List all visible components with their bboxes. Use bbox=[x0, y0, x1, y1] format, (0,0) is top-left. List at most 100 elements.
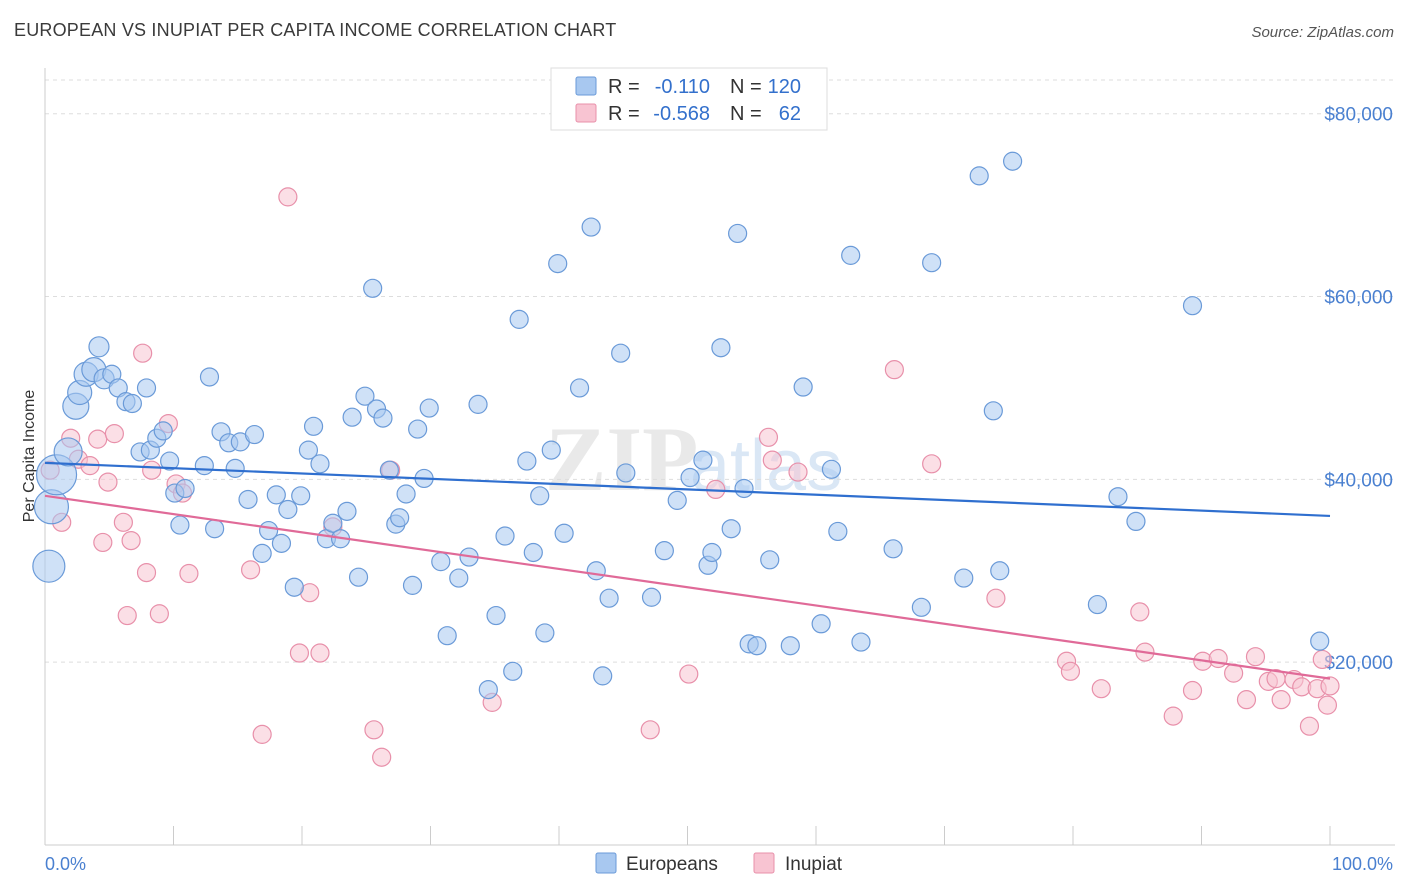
european-point-52 bbox=[379, 460, 399, 480]
series-legend: Europeans Inupiat bbox=[595, 852, 843, 875]
european-point-35 bbox=[271, 533, 292, 553]
european-point-56 bbox=[402, 575, 423, 595]
european-point-57 bbox=[408, 419, 428, 439]
european-point-107 bbox=[922, 253, 942, 273]
european-point-34 bbox=[266, 485, 286, 505]
x-tick-label-1: 100.0% bbox=[1332, 854, 1393, 874]
european-point-25 bbox=[205, 519, 225, 539]
european-point-86 bbox=[667, 490, 687, 510]
european-point-91 bbox=[711, 338, 731, 358]
y-tick-label-3: $80,000 bbox=[1324, 105, 1393, 126]
legend-r-label-2: R = bbox=[608, 103, 640, 125]
x-tick-labels: 0.0% 100.0% bbox=[45, 854, 1393, 874]
european-point-24 bbox=[199, 367, 220, 387]
y-tick-labels: $20,000 $40,000 $60,000 $80,000 bbox=[1324, 105, 1393, 674]
inupiat-point-37 bbox=[884, 360, 904, 380]
european-point-112 bbox=[1003, 151, 1023, 171]
european-point-83 bbox=[616, 463, 636, 483]
european-point-46 bbox=[342, 407, 362, 427]
inupiat-point-14 bbox=[142, 460, 162, 480]
bottom-legend-swatch-inupiat bbox=[753, 852, 775, 874]
bottom-legend-europeans: Europeans bbox=[626, 854, 718, 875]
european-point-92 bbox=[721, 519, 741, 539]
european-point-19 bbox=[160, 451, 180, 471]
inupiat-point-51 bbox=[1245, 647, 1266, 667]
european-point-54 bbox=[390, 508, 410, 528]
legend-swatch-europeans bbox=[575, 76, 597, 96]
x-tick-label-0: 0.0% bbox=[45, 854, 86, 874]
legend-swatch-inupiat bbox=[575, 103, 597, 123]
european-point-88 bbox=[693, 450, 713, 470]
european-point-76 bbox=[554, 523, 574, 543]
european-point-116 bbox=[1182, 296, 1203, 316]
legend-r-value-2: -0.568 bbox=[653, 103, 710, 125]
european-point-101 bbox=[821, 459, 842, 479]
chart-source: Source: ZipAtlas.com bbox=[1251, 24, 1394, 41]
inupiat-point-36 bbox=[788, 462, 808, 482]
inupiat-point-61 bbox=[1320, 676, 1340, 696]
y-tick-label-1: $40,000 bbox=[1324, 470, 1393, 491]
legend-n-value-1: 120 bbox=[768, 76, 801, 98]
european-point-15 bbox=[136, 378, 157, 398]
european-point-75 bbox=[548, 254, 568, 274]
legend-r-label-1: R = bbox=[608, 76, 640, 98]
legend-r-value-1: -0.110 bbox=[655, 76, 710, 98]
inupiat-point-35 bbox=[762, 450, 782, 470]
european-point-110 bbox=[983, 401, 1003, 421]
european-point-85 bbox=[654, 541, 674, 561]
inupiat-point-43 bbox=[1130, 602, 1150, 622]
inupiat-point-27 bbox=[364, 720, 384, 740]
european-point-87 bbox=[680, 467, 700, 488]
inupiat-point-6 bbox=[93, 532, 113, 553]
european-point-67 bbox=[495, 526, 515, 546]
european-point-66 bbox=[486, 605, 506, 626]
legend-n-value-2: 62 bbox=[779, 103, 801, 125]
inupiat-point-28 bbox=[372, 747, 392, 767]
european-point-61 bbox=[437, 626, 457, 646]
inupiat-point-20 bbox=[241, 560, 261, 580]
european-point-104 bbox=[851, 632, 871, 652]
european-point-90 bbox=[702, 542, 722, 563]
european-point-32 bbox=[252, 543, 272, 563]
european-point-106 bbox=[911, 597, 931, 617]
european-point-3 bbox=[53, 437, 83, 467]
inupiat-point-23 bbox=[289, 643, 310, 663]
european-point-99 bbox=[793, 377, 813, 397]
legend-n-label-1: N = bbox=[730, 76, 762, 98]
y-axis-title: Per Capita Income bbox=[21, 390, 38, 523]
european-point-1 bbox=[33, 489, 70, 525]
european-point-62 bbox=[449, 568, 469, 588]
legend-n-label-2: N = bbox=[730, 103, 762, 125]
inupiat-point-9 bbox=[113, 512, 133, 532]
european-point-60 bbox=[431, 552, 451, 572]
european-point-38 bbox=[291, 486, 311, 506]
inupiat-point-13 bbox=[136, 562, 157, 583]
european-point-69 bbox=[509, 309, 529, 329]
european-point-22 bbox=[170, 515, 190, 535]
inupiat-trend-line bbox=[44, 494, 1331, 680]
inupiat-point-21 bbox=[252, 724, 272, 744]
european-point-77 bbox=[569, 378, 590, 398]
european-point-109 bbox=[969, 166, 989, 186]
european-point-37 bbox=[284, 577, 304, 597]
european-point-41 bbox=[310, 454, 330, 474]
european-point-80 bbox=[593, 666, 613, 686]
inupiat-point-8 bbox=[104, 424, 124, 444]
european-point-21 bbox=[175, 478, 195, 499]
european-point-84 bbox=[641, 587, 662, 607]
european-point-94 bbox=[734, 478, 754, 499]
inupiat-point-10 bbox=[117, 605, 137, 626]
european-point-74 bbox=[541, 440, 561, 460]
inupiat-point-50 bbox=[1236, 690, 1257, 710]
inupiat-point-25 bbox=[310, 643, 330, 663]
european-point-59 bbox=[419, 398, 439, 418]
european-point-97 bbox=[760, 550, 780, 570]
inupiat-point-45 bbox=[1163, 706, 1183, 726]
european-point-78 bbox=[581, 217, 601, 237]
european-point-82 bbox=[611, 343, 631, 363]
inupiat-point-22 bbox=[278, 187, 298, 207]
inupiat-point-11 bbox=[121, 530, 141, 551]
european-point-108 bbox=[954, 568, 974, 588]
inupiat-point-5 bbox=[88, 429, 108, 449]
